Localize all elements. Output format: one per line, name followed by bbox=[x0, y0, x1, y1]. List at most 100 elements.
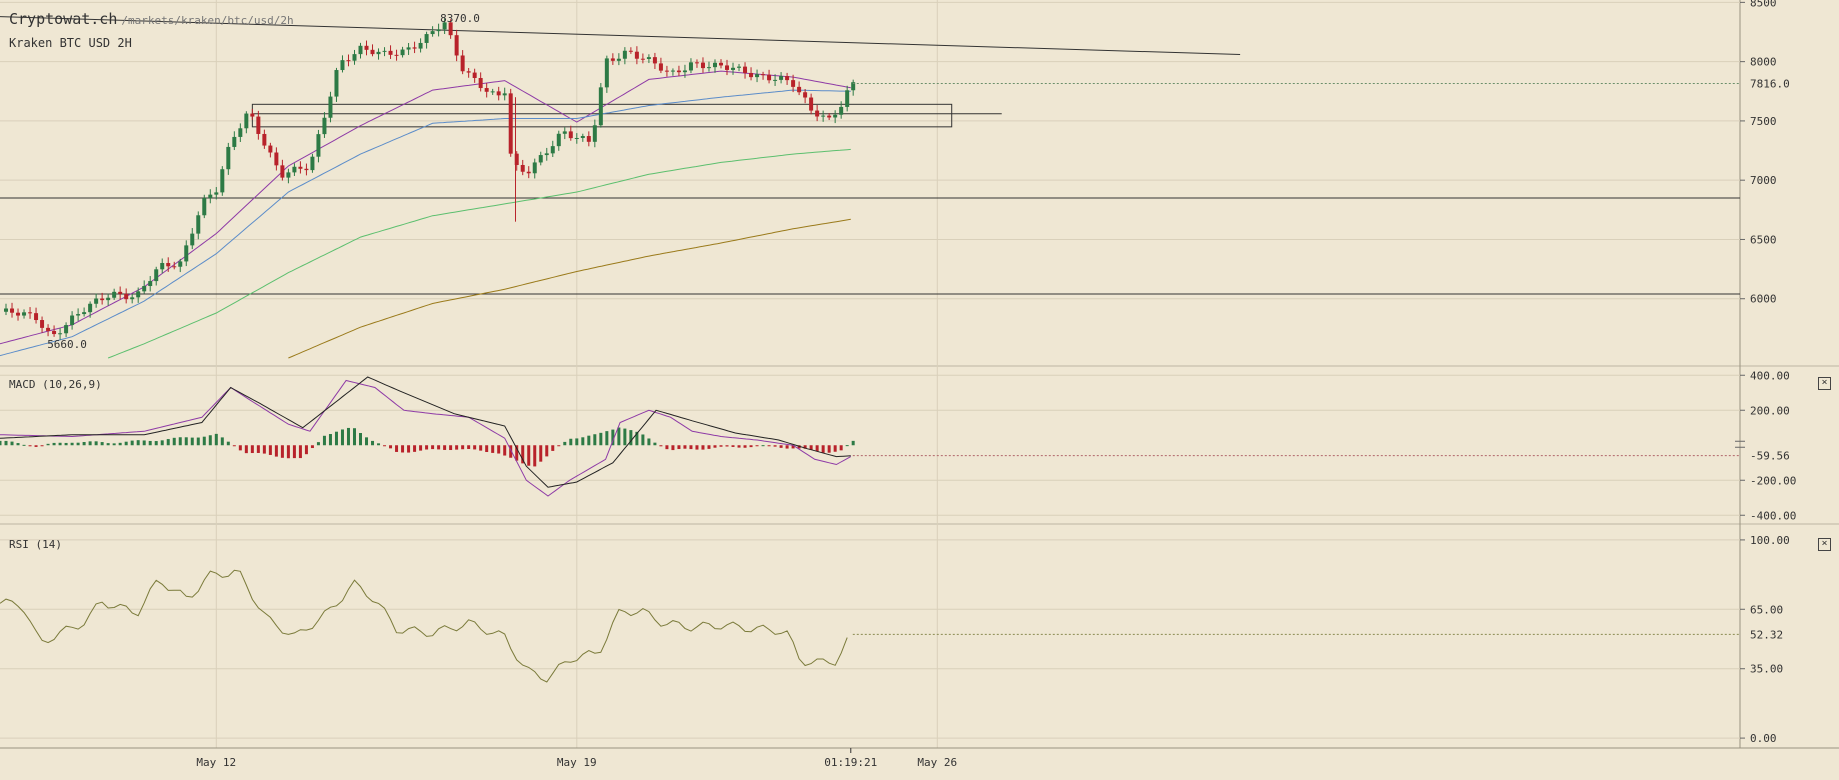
candle-body bbox=[220, 169, 225, 193]
close-macd-panel-button[interactable]: × bbox=[1818, 377, 1831, 390]
x-tick-label: May 19 bbox=[557, 756, 597, 769]
y-tick-label: 6500 bbox=[1750, 233, 1777, 246]
y-tick-label: -400.00 bbox=[1750, 509, 1796, 522]
macd-histogram-bar bbox=[539, 445, 543, 462]
candle-body bbox=[652, 57, 657, 64]
candle-body bbox=[562, 131, 567, 134]
candle-body bbox=[280, 165, 285, 178]
candle-body bbox=[574, 137, 579, 139]
macd-histogram-bar bbox=[749, 445, 753, 448]
candle-body bbox=[232, 136, 237, 147]
macd-histogram-bar bbox=[761, 445, 765, 447]
candle-body bbox=[10, 308, 15, 313]
macd-title: MACD (10,26,9) bbox=[9, 378, 102, 391]
macd-histogram-bar bbox=[815, 445, 819, 452]
macd-histogram-bar bbox=[431, 445, 435, 450]
macd-histogram-bar bbox=[244, 445, 248, 454]
candle-body bbox=[214, 192, 219, 195]
candle-body bbox=[508, 93, 513, 154]
candle-body bbox=[268, 145, 273, 153]
candle-body bbox=[64, 325, 69, 334]
candle-body bbox=[430, 31, 435, 35]
candle-body bbox=[767, 74, 772, 81]
candle-body bbox=[184, 245, 189, 262]
site-name: Cryptowat.ch bbox=[9, 10, 118, 28]
macd-histogram-bar bbox=[0, 440, 2, 446]
trend-line bbox=[0, 16, 1241, 56]
macd-histogram-bar bbox=[503, 445, 507, 456]
macd-histogram-bar bbox=[359, 433, 362, 446]
macd-histogram-bar bbox=[779, 445, 783, 448]
macd-histogram-bar bbox=[208, 435, 212, 446]
candle-body bbox=[466, 71, 471, 73]
macd-histogram-bar bbox=[160, 440, 164, 446]
candle-body bbox=[532, 162, 537, 174]
candle-body bbox=[172, 266, 177, 268]
candle-body bbox=[346, 60, 351, 62]
macd-histogram-bar bbox=[377, 443, 381, 446]
candle-body bbox=[719, 62, 723, 66]
candle-body bbox=[34, 313, 39, 321]
macd-histogram-bar bbox=[491, 445, 495, 453]
candle-body bbox=[310, 156, 315, 171]
candle-body bbox=[178, 261, 183, 267]
candle-body bbox=[622, 50, 627, 59]
candle-body bbox=[791, 80, 796, 87]
site-path: /markets/kraken/btc/usd/2h bbox=[121, 14, 294, 27]
candle-body bbox=[322, 117, 327, 135]
macd-histogram-bar bbox=[461, 445, 465, 450]
moving-average-line bbox=[0, 70, 851, 345]
candle-body bbox=[208, 194, 213, 199]
macd-histogram-bar bbox=[58, 442, 62, 446]
candle-body bbox=[478, 77, 483, 89]
macd-histogram-bar bbox=[737, 445, 741, 448]
macd-histogram-bar bbox=[623, 428, 627, 446]
macd-histogram-bar bbox=[286, 445, 290, 459]
y-tick-label: 0.00 bbox=[1750, 732, 1777, 745]
candle-body bbox=[400, 49, 405, 56]
macd-histogram-bar bbox=[743, 445, 747, 448]
candle-body bbox=[580, 136, 585, 138]
candle-body bbox=[118, 291, 123, 294]
candle-body bbox=[682, 70, 687, 73]
candle-body bbox=[364, 45, 369, 50]
macd-histogram-bar bbox=[220, 437, 224, 446]
candle-body bbox=[382, 50, 387, 52]
candle-body bbox=[286, 172, 291, 178]
x-tick-label: May 26 bbox=[917, 756, 957, 769]
macd-histogram-bar bbox=[106, 443, 110, 446]
macd-histogram-bar bbox=[148, 440, 152, 446]
candle-body bbox=[148, 281, 153, 287]
macd-histogram-bar bbox=[202, 436, 206, 446]
candle-body bbox=[484, 88, 489, 92]
y-tick-label: 35.00 bbox=[1750, 663, 1783, 676]
candle-body bbox=[46, 327, 51, 331]
candle-body bbox=[694, 62, 699, 64]
macd-histogram-bar bbox=[226, 441, 230, 446]
candle-body bbox=[568, 131, 573, 139]
macd-histogram-bar bbox=[713, 445, 717, 448]
macd-histogram-bar bbox=[635, 431, 639, 446]
macd-histogram-bar bbox=[4, 440, 8, 446]
candle-body bbox=[761, 74, 766, 76]
macd-histogram-bar bbox=[647, 438, 651, 446]
candle-body bbox=[100, 298, 105, 301]
candle-body bbox=[28, 312, 33, 314]
macd-histogram-bar bbox=[551, 445, 555, 451]
candle-body bbox=[436, 29, 441, 32]
macd-histogram-bar bbox=[587, 435, 591, 446]
y-tick-label: 7000 bbox=[1750, 174, 1777, 187]
candle-body bbox=[706, 67, 711, 69]
macd-histogram-bar bbox=[839, 445, 843, 451]
candle-body bbox=[676, 70, 681, 73]
candle-body bbox=[70, 315, 75, 326]
macd-histogram-bar bbox=[16, 443, 20, 446]
candle-body bbox=[755, 74, 760, 78]
close-rsi-panel-button[interactable]: × bbox=[1818, 538, 1831, 551]
macd-histogram-bar bbox=[803, 445, 807, 449]
candle-body bbox=[196, 215, 201, 234]
y-tick-label: 8500 bbox=[1750, 0, 1777, 9]
candle-body bbox=[634, 51, 639, 59]
candle-body bbox=[388, 50, 393, 55]
